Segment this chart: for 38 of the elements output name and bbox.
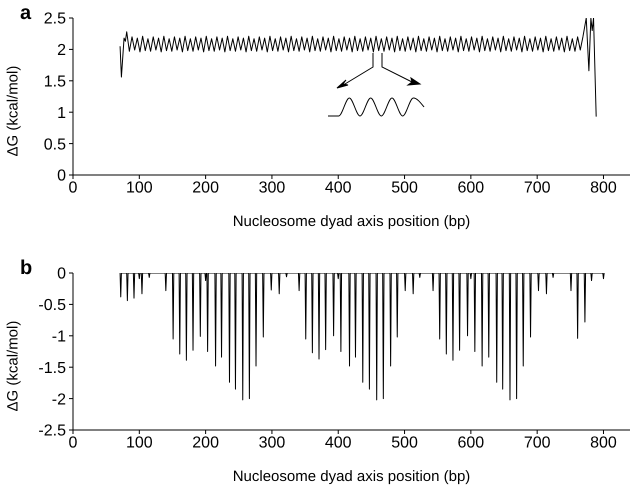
y-tick-label: -0.5	[38, 297, 66, 314]
x-tick-label: 500	[391, 434, 418, 452]
x-tick-label: 800	[590, 434, 617, 452]
y-axis-title: ΔG (kcal/mol)	[4, 320, 22, 412]
y-tick-label: 2.5	[44, 10, 66, 28]
y-tick-label: 2	[57, 42, 66, 60]
y-tick-label: 1.5	[44, 73, 66, 90]
y-tick-label: 0.5	[44, 136, 66, 154]
y-tick-label: 0	[57, 168, 66, 185]
x-tick-label: 700	[524, 434, 551, 452]
x-tick-label: 500	[391, 179, 418, 196]
y-tick-label: -2.5	[38, 422, 66, 440]
y-axis-title: ΔG (kcal/mol)	[4, 66, 22, 156]
line-series	[120, 18, 597, 118]
chart-title: b	[20, 257, 32, 280]
x-axis-title: Nucleosome dyad axis position (bp)	[232, 468, 470, 485]
line-series	[120, 273, 605, 400]
x-tick-label: 200	[192, 434, 220, 452]
x-tick-label: 600	[458, 434, 484, 452]
x-tick-label: 200	[192, 179, 220, 196]
x-tick-label: 300	[258, 179, 286, 196]
x-tick-label: 0	[68, 179, 78, 196]
x-tick-label: 100	[126, 434, 153, 452]
x-tick-label: 400	[324, 434, 352, 452]
x-tick-label: 300	[258, 434, 286, 452]
chart-title: a	[20, 2, 32, 25]
y-tick-label: -1.5	[38, 360, 66, 377]
x-tick-label: 0	[68, 434, 78, 452]
x-axis-title: Nucleosome dyad axis position (bp)	[232, 213, 470, 230]
x-tick-label: 100	[126, 179, 153, 196]
y-tick-label: 1	[57, 104, 66, 122]
x-tick-label: 700	[524, 179, 551, 196]
y-tick-label: 0	[57, 266, 66, 283]
x-tick-label: 800	[590, 179, 617, 196]
x-tick-label: 600	[458, 179, 484, 196]
y-tick-label: -2	[52, 391, 66, 408]
x-tick-label: 400	[324, 179, 352, 196]
y-tick-label: -1	[52, 328, 66, 346]
